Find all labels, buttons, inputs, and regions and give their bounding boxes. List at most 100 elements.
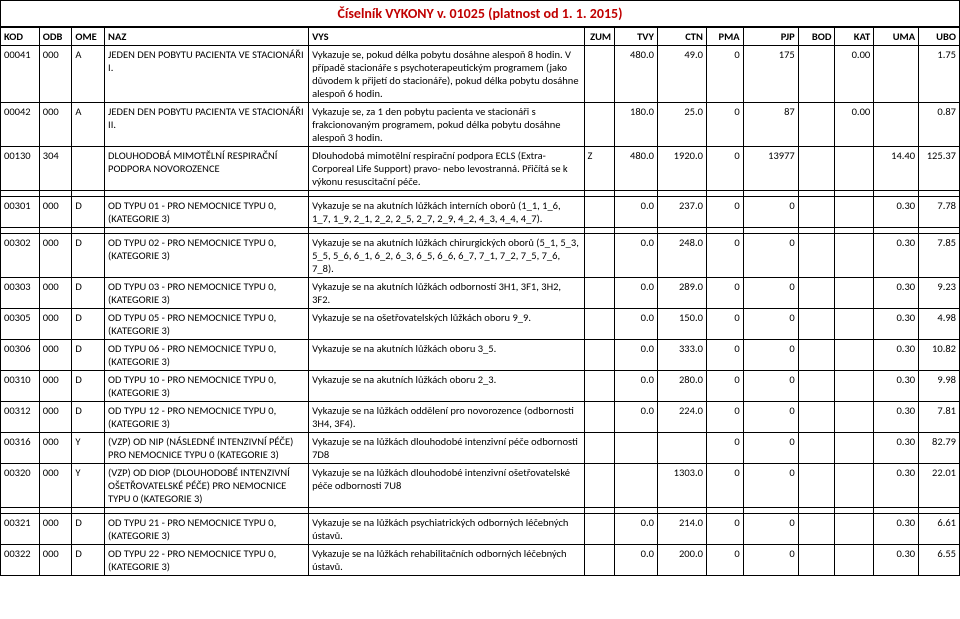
cell-uma: 0.30 <box>874 514 919 545</box>
cell-naz: OD TYPU 03 - PRO NEMOCNICE TYPU 0, (KATE… <box>105 278 309 309</box>
table-row: 00130304DLOUHODOBÁ MIMOTĚLNÍ RESPIRAČNÍ … <box>1 147 960 191</box>
cell-pjp: 0 <box>743 402 798 433</box>
table-row: 00303000DOD TYPU 03 - PRO NEMOCNICE TYPU… <box>1 278 960 309</box>
cell-odb: 000 <box>39 402 72 433</box>
cell-kat <box>835 433 874 464</box>
cell-ubo: 4.98 <box>919 309 960 340</box>
cell-ubo: 0.87 <box>919 103 960 147</box>
cell-tvy: 480.0 <box>615 147 658 191</box>
cell-ome <box>72 147 105 191</box>
cell-pjp: 0 <box>743 433 798 464</box>
cell-naz: OD TYPU 22 - PRO NEMOCNICE TYPU 0, (KATE… <box>105 545 309 576</box>
cell-zum <box>584 103 615 147</box>
col-vys: VYS <box>309 28 584 46</box>
cell-uma: 0.30 <box>874 197 919 228</box>
cell-ome: Y <box>72 433 105 464</box>
col-odb: ODB <box>39 28 72 46</box>
cell-zum <box>584 46 615 103</box>
cell-odb: 000 <box>39 46 72 103</box>
cell-vys: Vykazuje se, za 1 den pobytu pacienta ve… <box>309 103 584 147</box>
cell-pjp: 0 <box>743 278 798 309</box>
cell-pjp: 0 <box>743 545 798 576</box>
cell-pjp: 0 <box>743 464 798 508</box>
cell-ome: D <box>72 514 105 545</box>
cell-ubo: 82.79 <box>919 433 960 464</box>
cell-zum <box>584 402 615 433</box>
cell-odb: 000 <box>39 234 72 278</box>
cell-bod <box>798 433 835 464</box>
cell-zum <box>584 514 615 545</box>
cell-kat <box>835 545 874 576</box>
cell-ome: D <box>72 197 105 228</box>
cell-tvy: 0.0 <box>615 197 658 228</box>
cell-odb: 000 <box>39 278 72 309</box>
cell-naz: OD TYPU 05 - PRO NEMOCNICE TYPU 0, (KATE… <box>105 309 309 340</box>
cell-vys: Vykazuje se na akutních lůžkách interníc… <box>309 197 584 228</box>
cell-pjp: 175 <box>743 46 798 103</box>
cell-ubo: 6.55 <box>919 545 960 576</box>
cell-kod: 00316 <box>1 433 40 464</box>
cell-naz: JEDEN DEN POBYTU PACIENTA VE STACIONÁŘI … <box>105 103 309 147</box>
cell-uma <box>874 103 919 147</box>
cell-pma: 0 <box>706 433 743 464</box>
cell-kat <box>835 197 874 228</box>
cell-tvy: 180.0 <box>615 103 658 147</box>
cell-naz: (VZP) OD DIOP (DLOUHODOBÉ INTENZIVNÍ OŠE… <box>105 464 309 508</box>
cell-pjp: 13977 <box>743 147 798 191</box>
cell-bod <box>798 545 835 576</box>
cell-kod: 00303 <box>1 278 40 309</box>
cell-pma: 0 <box>706 340 743 371</box>
cell-vys: Vykazuje se na lůžkách dlouhodobé intenz… <box>309 464 584 508</box>
cell-uma: 0.30 <box>874 309 919 340</box>
cell-naz: JEDEN DEN POBYTU PACIENTA VE STACIONÁŘI … <box>105 46 309 103</box>
cell-pjp: 0 <box>743 371 798 402</box>
cell-bod <box>798 234 835 278</box>
cell-ubo: 7.85 <box>919 234 960 278</box>
cell-tvy: 0.0 <box>615 402 658 433</box>
cell-pjp: 0 <box>743 309 798 340</box>
cell-zum <box>584 234 615 278</box>
cell-ctn: 289.0 <box>657 278 706 309</box>
cell-pjp: 0 <box>743 514 798 545</box>
table-body: 00041000AJEDEN DEN POBYTU PACIENTA VE ST… <box>1 46 960 576</box>
cell-ctn: 237.0 <box>657 197 706 228</box>
cell-odb: 000 <box>39 309 72 340</box>
cell-uma: 0.30 <box>874 433 919 464</box>
cell-ubo: 7.81 <box>919 402 960 433</box>
cell-tvy: 0.0 <box>615 340 658 371</box>
cell-zum <box>584 464 615 508</box>
cell-kat <box>835 234 874 278</box>
cell-kod: 00305 <box>1 309 40 340</box>
cell-zum <box>584 340 615 371</box>
cell-uma: 0.30 <box>874 402 919 433</box>
cell-tvy <box>615 433 658 464</box>
col-tvy: TVY <box>615 28 658 46</box>
table-row: 00320000Y(VZP) OD DIOP (DLOUHODOBÉ INTEN… <box>1 464 960 508</box>
cell-uma: 0.30 <box>874 340 919 371</box>
cell-kod: 00130 <box>1 147 40 191</box>
cell-naz: OD TYPU 06 - PRO NEMOCNICE TYPU 0, (KATE… <box>105 340 309 371</box>
cell-vys: Vykazuje se na akutních lůžkách oboru 2_… <box>309 371 584 402</box>
cell-pma: 0 <box>706 278 743 309</box>
cell-ctn: 280.0 <box>657 371 706 402</box>
cell-zum <box>584 433 615 464</box>
cell-pma: 0 <box>706 545 743 576</box>
cell-ctn: 248.0 <box>657 234 706 278</box>
cell-kod: 00312 <box>1 402 40 433</box>
cell-vys: Dlouhodobá mimotělní respirační podpora … <box>309 147 584 191</box>
cell-vys: Vykazuje se na ošetřovatelských lůžkách … <box>309 309 584 340</box>
cell-zum <box>584 371 615 402</box>
col-bod: BOD <box>798 28 835 46</box>
cell-odb: 000 <box>39 545 72 576</box>
table-header-row: KOD ODB OME NAZ VYS ZUM TVY CTN PMA PJP … <box>1 28 960 46</box>
col-ome: OME <box>72 28 105 46</box>
cell-bod <box>798 197 835 228</box>
page-title: Číselník VYKONY v. 01025 (platnost od 1.… <box>0 0 960 27</box>
cell-ubo: 6.61 <box>919 514 960 545</box>
cell-pma: 0 <box>706 402 743 433</box>
cell-tvy: 0.0 <box>615 278 658 309</box>
cell-vys: Vykazuje se na akutních lůžkách chirurgi… <box>309 234 584 278</box>
cell-zum <box>584 278 615 309</box>
cell-uma: 0.30 <box>874 371 919 402</box>
cell-kod: 00042 <box>1 103 40 147</box>
